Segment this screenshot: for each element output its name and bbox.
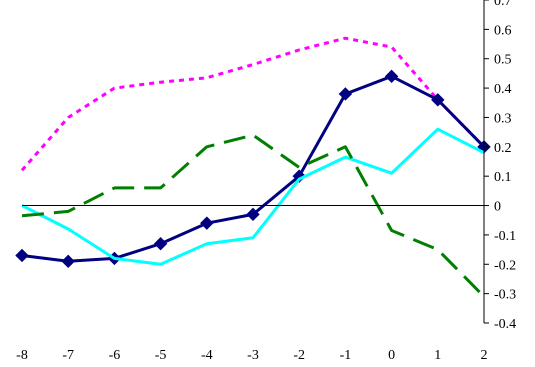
y-tick-label: -0.1 (494, 229, 516, 244)
series-line-2 (21, 74, 486, 263)
series-line-4 (21, 133, 486, 298)
series-2-point (15, 248, 29, 263)
y-tick-label: 0.4 (494, 82, 512, 97)
y-tick-label: 0.1 (494, 170, 512, 185)
x-tick-label: 1 (434, 348, 441, 363)
series-layer (15, 36, 491, 298)
y-tick-label: 0.2 (494, 141, 512, 156)
x-tick-label: -7 (62, 348, 74, 363)
x-tick-label: 2 (481, 348, 488, 363)
y-tick-label: -0.2 (494, 258, 516, 273)
y-tick-label: 0.6 (494, 23, 512, 38)
y-tick-label: 0.3 (494, 111, 512, 126)
x-tick-label: -2 (293, 348, 305, 363)
x-tick-label: -6 (109, 348, 121, 363)
x-tick-label: 0 (388, 348, 395, 363)
y-tick-label: -0.3 (494, 288, 516, 303)
series-2-point (246, 207, 260, 222)
series-2-point (153, 237, 168, 251)
series-2-point (431, 93, 445, 107)
series-2-point (338, 87, 353, 101)
series-line-1 (20, 36, 486, 172)
x-tick-label: -8 (16, 348, 28, 363)
x-tick-label: -5 (155, 348, 167, 363)
series-2-point (384, 69, 399, 84)
y-tick-label: 0.7 (494, 0, 512, 9)
y-tick-label: 0 (494, 200, 501, 215)
x-tick-label: -4 (201, 348, 213, 363)
axis-layer: -0.4 -0.3 -0.2 -0.1 0 0.1 0.2 0.3 0.4 0.5 0.6 0.7 -8… (16, 0, 516, 363)
series-2-point (200, 216, 214, 230)
x-tick-label: -3 (247, 348, 259, 363)
y-tick-label: -0.4 (494, 317, 516, 332)
series-line-3 (21, 127, 485, 266)
x-tick-label: -1 (340, 348, 352, 363)
y-tick-label: 0.5 (494, 53, 512, 68)
series-2-point (61, 254, 75, 269)
